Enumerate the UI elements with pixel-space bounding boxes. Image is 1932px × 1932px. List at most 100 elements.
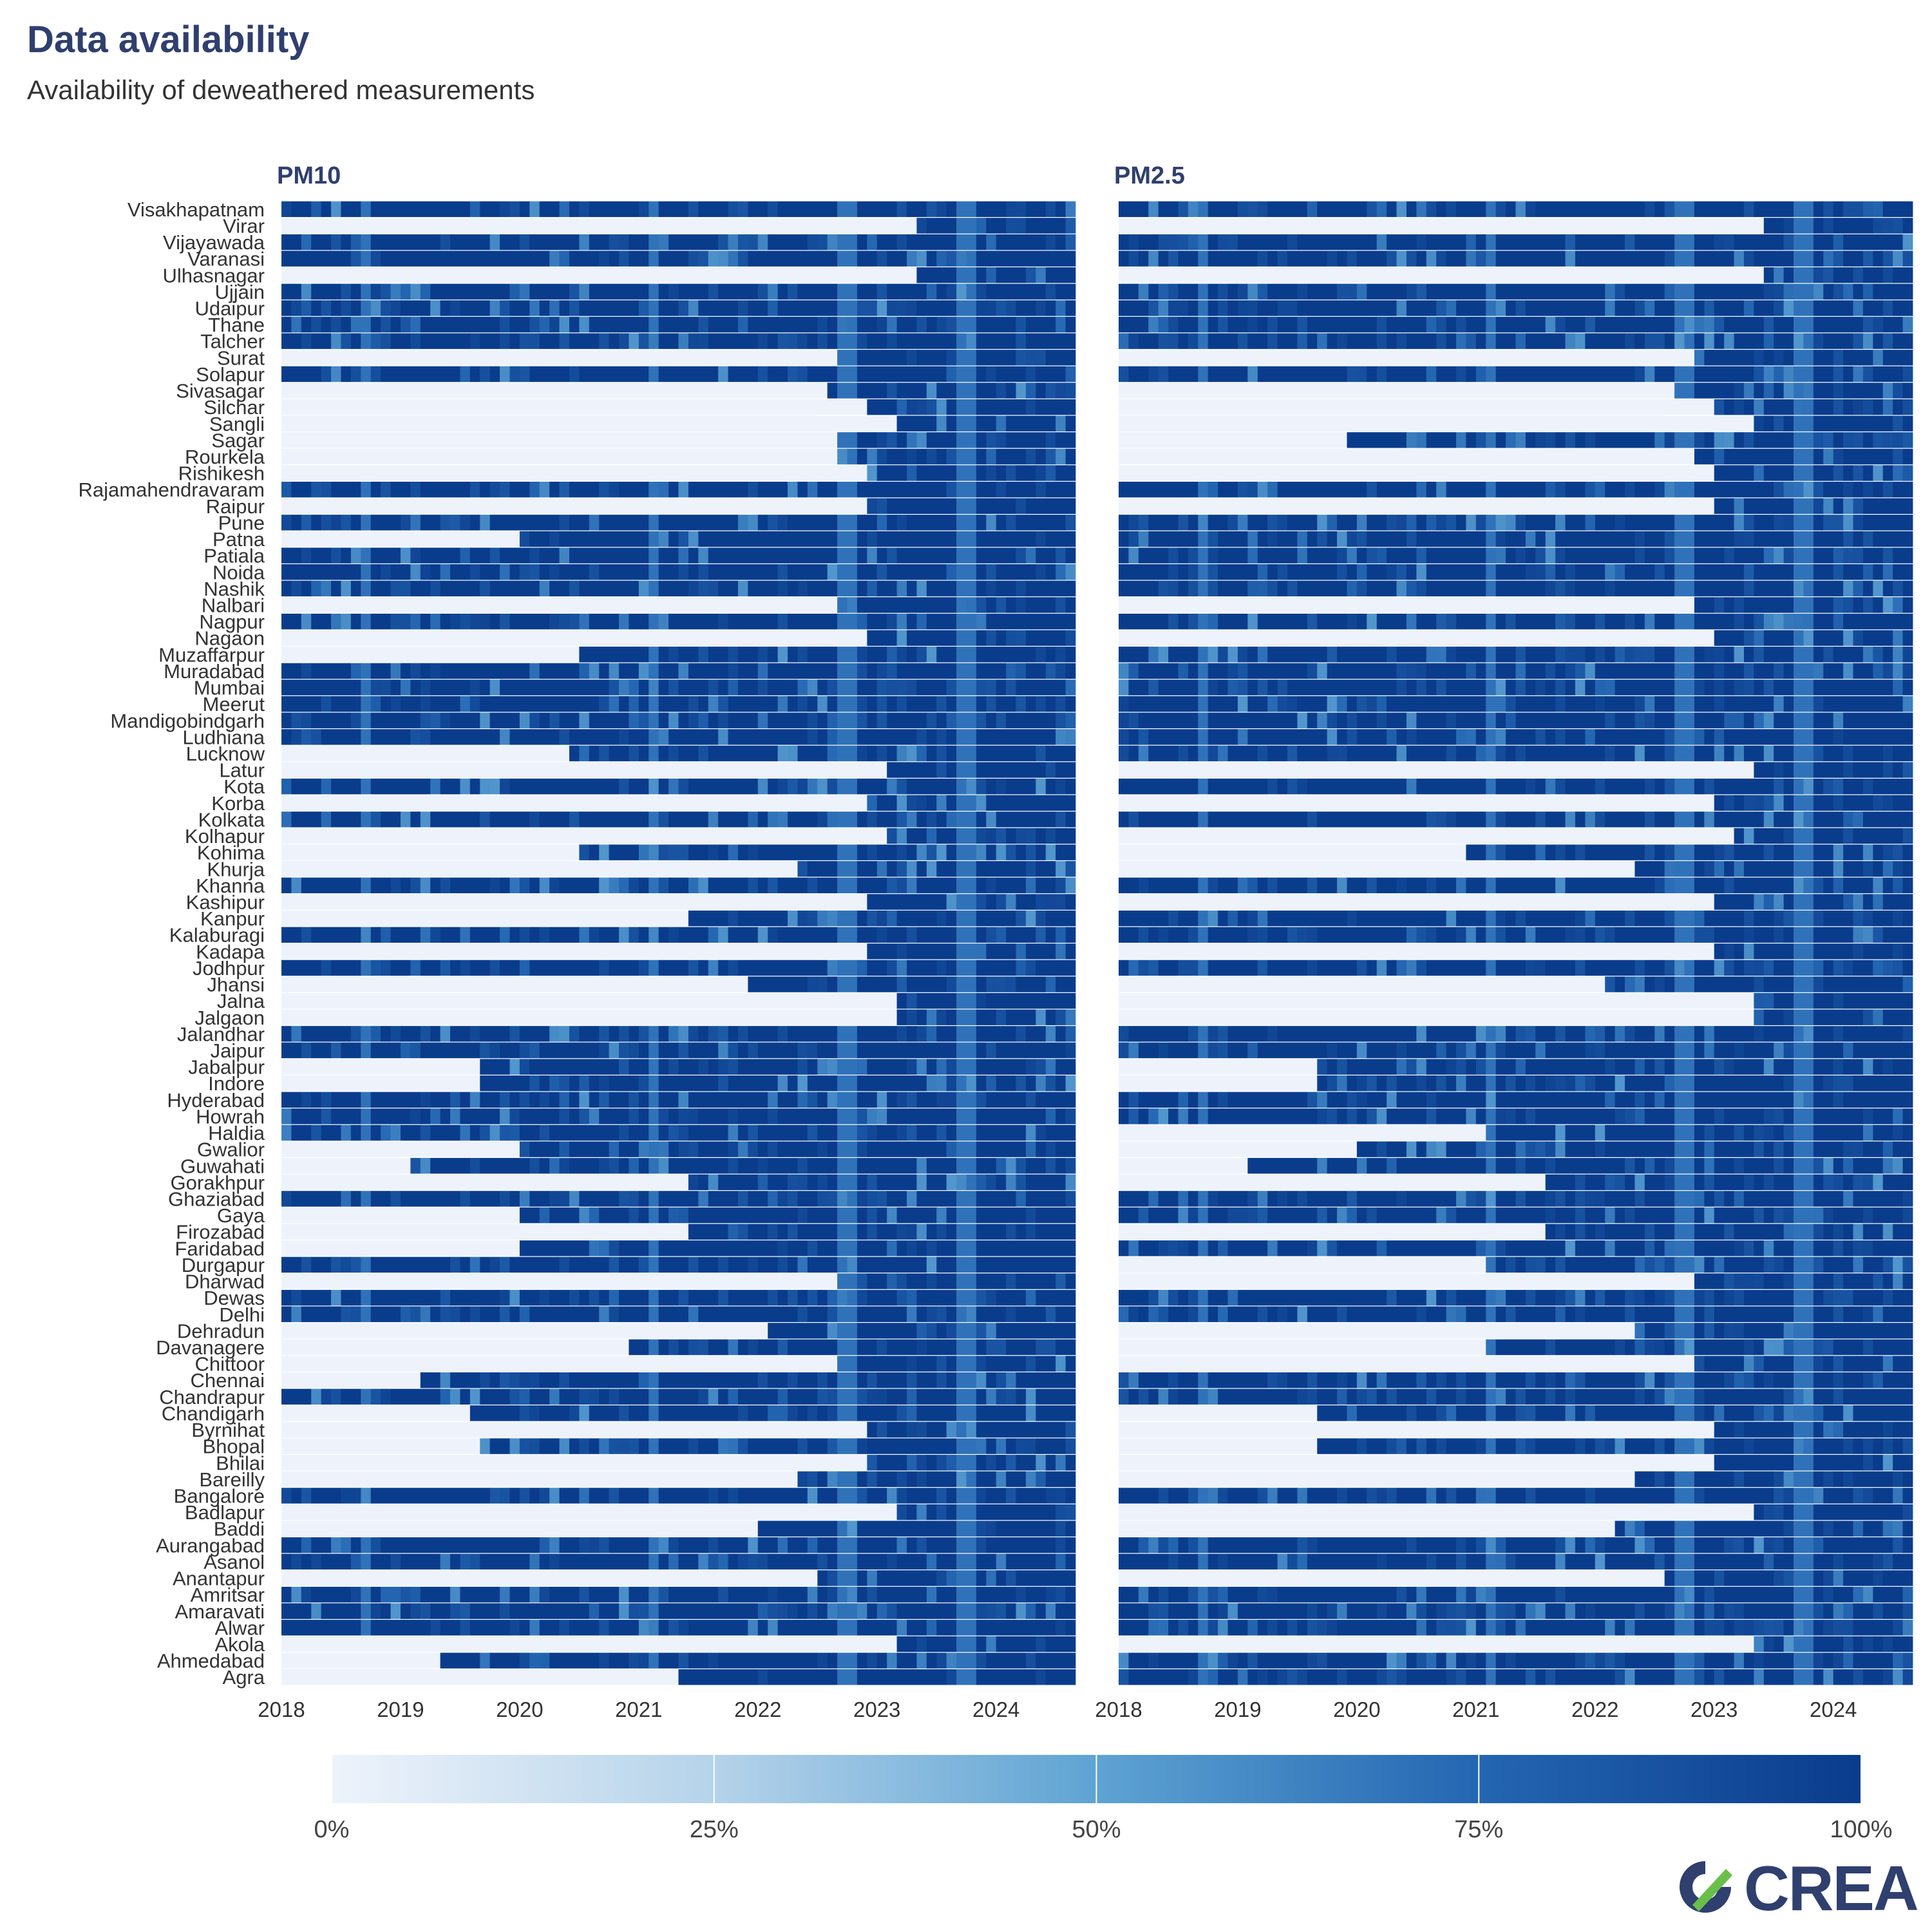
- heatmap-cell-run: [291, 778, 322, 795]
- heatmap-cell-run: [539, 564, 550, 580]
- heatmap-cell-run: [1853, 894, 1864, 910]
- heatmap-cell-run: [678, 1620, 689, 1636]
- heatmap-cell-run: [1714, 1256, 1725, 1273]
- heatmap-cell-run: [549, 1586, 580, 1603]
- heatmap-cell-run: [1634, 1026, 1655, 1042]
- heatmap-cell-run: [1016, 218, 1027, 234]
- heatmap-cell-run: [1664, 283, 1675, 300]
- heatmap-cell-run: [1036, 960, 1076, 976]
- heatmap-cell-run: [1168, 547, 1179, 564]
- heatmap-cell-run: [1356, 1108, 1367, 1124]
- heatmap-cell-run: [1347, 333, 1378, 349]
- heatmap-cell-run: [559, 251, 570, 267]
- heatmap-cell-run: [1575, 432, 1586, 448]
- heatmap-cell-run: [1016, 910, 1027, 927]
- heatmap-cell-run: [1297, 531, 1308, 547]
- heatmap-cell-run: [1119, 1273, 1695, 1289]
- heatmap-cell-run: [1853, 399, 1864, 415]
- heatmap-cell-run: [1267, 1306, 1278, 1322]
- heatmap-cell-run: [956, 1141, 977, 1157]
- heatmap-cell-run: [1902, 399, 1913, 415]
- heatmap-cell-run: [1794, 745, 1814, 762]
- heatmap-cell-run: [857, 1256, 927, 1273]
- heatmap-cell-run: [996, 679, 1007, 696]
- heatmap-cell-run: [1902, 251, 1913, 267]
- heatmap-cell-run: [1754, 828, 1785, 844]
- heatmap-cell-run: [1387, 251, 1397, 267]
- heatmap-cell-run: [1337, 1042, 1358, 1059]
- heatmap-cell-run: [1148, 1207, 1179, 1224]
- heatmap-cell-run: [291, 1586, 302, 1603]
- heatmap-cell-run: [1307, 613, 1318, 630]
- heatmap-cell-run: [1506, 515, 1516, 531]
- heatmap-cell-run: [1466, 515, 1477, 531]
- heatmap-cell-run: [976, 498, 1016, 515]
- heatmap-cell-run: [976, 1421, 1066, 1438]
- heatmap-cell-run: [1267, 679, 1278, 696]
- heatmap-cell-run: [420, 1026, 431, 1042]
- heatmap-cell-run: [638, 1042, 649, 1059]
- heatmap-cell-run: [1406, 515, 1417, 531]
- heatmap-cell-run: [1317, 811, 1427, 828]
- heatmap-cell-run: [1774, 778, 1785, 795]
- heatmap-cell-run: [1297, 927, 1308, 943]
- heatmap-cell-run: [361, 811, 372, 828]
- heatmap-cell-run: [1056, 1488, 1066, 1504]
- heatmap-cell-run: [966, 251, 977, 267]
- heatmap-cell-run: [857, 1653, 867, 1669]
- heatmap-cell-run: [837, 877, 858, 894]
- heatmap-cell-run: [867, 1207, 878, 1224]
- heatmap-cell-run: [708, 647, 728, 663]
- heatmap-cell-run: [469, 960, 491, 976]
- heatmap-cell-run: [420, 729, 431, 745]
- heatmap-cell-run: [1327, 251, 1338, 267]
- heatmap-cell-run: [728, 1488, 739, 1504]
- heatmap-cell-run: [1774, 300, 1785, 316]
- heatmap-cell-run: [1794, 234, 1814, 251]
- heatmap-cell-run: [1843, 762, 1853, 778]
- heatmap-cell-run: [1227, 1240, 1268, 1256]
- heatmap-cell-run: [1644, 745, 1665, 762]
- heatmap-cell-run: [599, 1158, 610, 1174]
- heatmap-cell-run: [1158, 283, 1169, 300]
- heatmap-cell-run: [996, 1009, 1007, 1025]
- heatmap-cell-run: [460, 613, 471, 630]
- heatmap-cell-run: [1515, 696, 1556, 712]
- heatmap-cell-run: [1674, 1207, 1695, 1224]
- heatmap-cell-run: [569, 1092, 580, 1108]
- heatmap-cell-run: [599, 1388, 610, 1405]
- heatmap-cell-run: [1297, 316, 1308, 333]
- heatmap-cell-run: [529, 366, 570, 383]
- heatmap-cell-run: [976, 828, 987, 844]
- heatmap-cell-run: [1486, 316, 1497, 333]
- heatmap-cell-run: [1237, 234, 1288, 251]
- heatmap-cell-run: [996, 267, 1027, 283]
- heatmap-cell-run: [649, 877, 659, 894]
- heatmap-cell-run: [906, 828, 927, 844]
- heatmap-cell-run: [469, 201, 480, 218]
- heatmap-cell-run: [1545, 316, 1556, 333]
- heatmap-cell-run: [509, 1306, 520, 1322]
- heatmap-cell-run: [1495, 1141, 1516, 1157]
- heatmap-cell-run: [1555, 663, 1566, 679]
- heatmap-cell-run: [1188, 927, 1198, 943]
- heatmap-cell-run: [469, 613, 480, 630]
- heatmap-cell-run: [1575, 1207, 1586, 1224]
- heatmap-cell-run: [1119, 333, 1129, 349]
- heatmap-cell-run: [1862, 630, 1893, 646]
- heatmap-cell-run: [1694, 234, 1715, 251]
- heatmap-cell-run: [1065, 234, 1076, 251]
- heatmap-cell-run: [1257, 613, 1308, 630]
- heatmap-cell-run: [1843, 1191, 1853, 1207]
- heatmap-cell-run: [1545, 1207, 1556, 1224]
- heatmap-cell-run: [390, 1124, 401, 1141]
- heatmap-cell-run: [281, 415, 897, 431]
- heatmap-cell-run: [1065, 448, 1076, 465]
- heatmap-cell-run: [728, 712, 759, 728]
- heatmap-cell-run: [956, 1174, 967, 1191]
- heatmap-cell-run: [430, 877, 440, 894]
- heatmap-cell-run: [440, 1306, 451, 1322]
- heatmap-cell-run: [638, 1092, 649, 1108]
- heatmap-cell-run: [469, 1256, 480, 1273]
- heatmap-cell-run: [1198, 515, 1209, 531]
